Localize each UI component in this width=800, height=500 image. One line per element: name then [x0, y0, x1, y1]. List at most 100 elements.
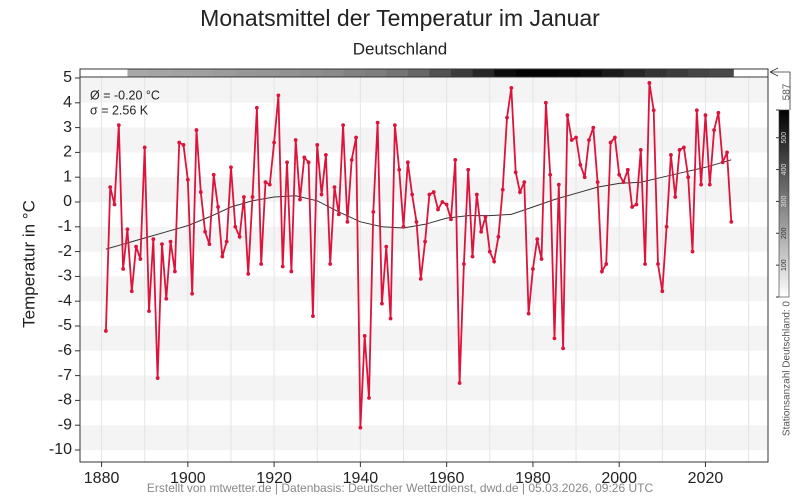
station-band [580, 69, 603, 77]
stat-sd: σ = 2.56 K [90, 103, 149, 117]
data-point [621, 180, 626, 185]
data-point [358, 425, 363, 430]
data-point [134, 244, 138, 249]
data-point [608, 140, 613, 145]
data-point [556, 182, 561, 187]
data-point [121, 267, 126, 271]
y-tick-label: -4 [58, 292, 72, 309]
data-point [349, 157, 354, 162]
data-point [380, 301, 384, 306]
colorbar-label: 100 [781, 259, 788, 271]
data-point [315, 143, 320, 147]
data-point [323, 152, 328, 157]
data-point [539, 257, 544, 261]
data-point [686, 175, 691, 180]
data-point [449, 217, 453, 222]
data-point [108, 185, 113, 190]
data-point [354, 135, 358, 140]
data-point [311, 314, 315, 318]
station-band [645, 69, 667, 77]
data-point [660, 289, 665, 294]
data-point [591, 125, 596, 130]
data-point [548, 172, 553, 177]
data-point [453, 157, 458, 162]
data-point [116, 123, 121, 128]
data-point [505, 115, 509, 120]
data-point [677, 148, 682, 152]
chart-subtitle: Deutschland [353, 39, 448, 58]
colorbar [778, 109, 790, 298]
data-point [574, 135, 578, 140]
station-band [278, 69, 301, 77]
data-point [341, 123, 346, 128]
station-band [299, 69, 322, 77]
data-point [224, 239, 229, 244]
data-point [582, 175, 587, 180]
y-tick-label: -10 [49, 441, 72, 458]
data-point [483, 214, 488, 219]
data-point [250, 195, 255, 199]
data-point [612, 135, 617, 140]
data-point [712, 128, 716, 132]
station-band [515, 69, 538, 77]
grid-band [80, 375, 768, 401]
data-point [147, 309, 151, 314]
data-point [595, 180, 600, 185]
y-tick-label: -2 [58, 243, 72, 260]
x-tick-label: 2000 [601, 470, 637, 487]
station-band [688, 69, 711, 77]
data-point [190, 291, 195, 296]
data-point [259, 262, 264, 266]
data-point [203, 229, 207, 234]
data-point [716, 110, 721, 115]
chart-title: Monatsmittel der Temperatur im Januar [200, 5, 600, 31]
data-point [470, 254, 475, 259]
y-tick-label: -7 [58, 367, 72, 384]
data-point [142, 145, 147, 150]
station-band [127, 69, 150, 77]
data-point [367, 396, 371, 400]
data-point [535, 237, 540, 242]
station-band [149, 69, 171, 77]
data-point [552, 336, 557, 341]
data-point [600, 269, 604, 274]
station-band [472, 69, 495, 77]
data-point [392, 123, 397, 128]
data-point [272, 140, 277, 145]
data-point [518, 190, 522, 194]
data-point [375, 120, 380, 125]
data-point [487, 249, 492, 254]
y-tick-label: 2 [63, 144, 72, 161]
y-tick-label: 5 [63, 69, 72, 86]
data-point [328, 262, 333, 266]
data-point [513, 170, 518, 175]
grid-band [80, 326, 768, 351]
data-point [569, 138, 574, 142]
y-tick-label: 3 [63, 119, 72, 136]
data-point [285, 160, 289, 165]
data-point [457, 381, 462, 385]
data-point [319, 192, 324, 197]
x-tick-label: 1920 [256, 470, 292, 487]
data-point [423, 239, 427, 244]
station-band [623, 69, 646, 77]
data-point [293, 138, 298, 142]
data-point [643, 262, 647, 266]
data-point [509, 86, 514, 90]
station-band [192, 69, 215, 77]
data-point [720, 160, 725, 165]
data-point [681, 145, 686, 150]
y-tick-label: -1 [58, 218, 72, 235]
station-band [709, 69, 734, 77]
colorbar-label: Stationsanzahl Deutschland: 0 [782, 301, 793, 437]
station-band [450, 69, 473, 77]
data-point [155, 376, 160, 380]
series-line [105, 82, 733, 428]
data-point [125, 227, 130, 232]
station-band [601, 69, 624, 77]
x-tick-label: 2020 [688, 470, 724, 487]
data-point [181, 143, 186, 147]
data-point [246, 272, 251, 276]
data-point [211, 172, 216, 177]
data-point [289, 269, 294, 274]
